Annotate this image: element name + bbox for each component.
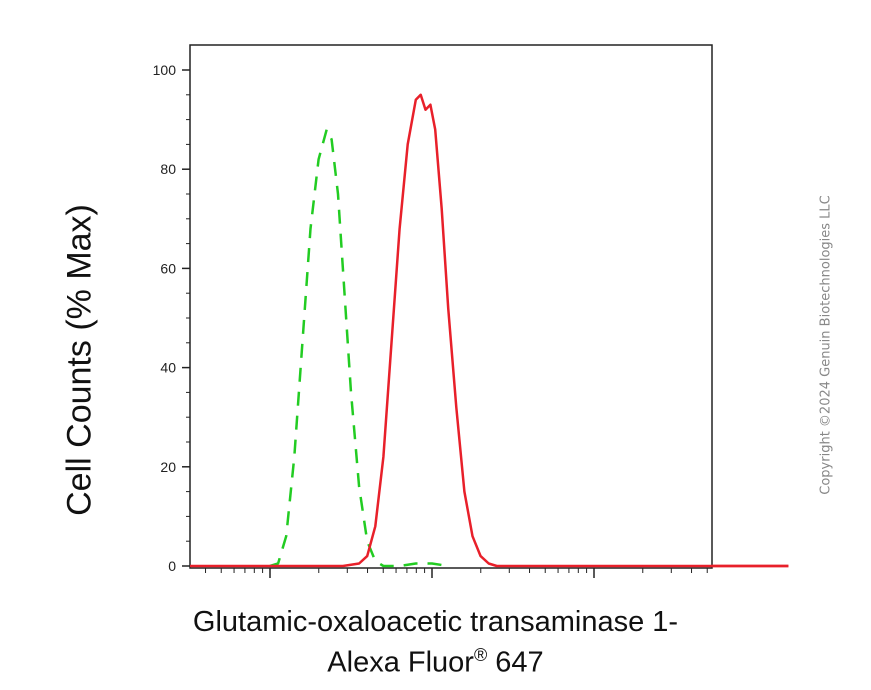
series-line-control <box>269 128 449 568</box>
y-tick-label: 40 <box>160 360 176 376</box>
x-axis-label-line2: Alexa Fluor® 647 <box>0 645 871 680</box>
copyright-watermark: Copyright ©2024 Genuin Biotechnologies L… <box>818 195 834 495</box>
series-line-sample <box>270 93 789 568</box>
registered-mark: ® <box>473 645 488 665</box>
y-axis: 0 20 40 60 80 100 <box>153 62 190 574</box>
x-axis-label-fluor: Alexa Fluor <box>327 646 474 679</box>
y-tick-label: 0 <box>168 558 176 574</box>
x-axis-label-line1: Glutamic-oxaloacetic transaminase 1- <box>192 606 679 638</box>
plot-frame <box>189 44 713 569</box>
y-axis-label: Cell Counts (% Max) <box>60 204 99 516</box>
y-tick-label: 60 <box>160 260 176 276</box>
x-axis-label-channel: 647 <box>487 646 544 679</box>
series-layer <box>190 93 789 568</box>
y-tick-label: 100 <box>153 62 177 78</box>
y-tick-label: 80 <box>160 161 176 177</box>
y-tick-label: 20 <box>160 459 176 475</box>
x-axis <box>205 568 708 578</box>
